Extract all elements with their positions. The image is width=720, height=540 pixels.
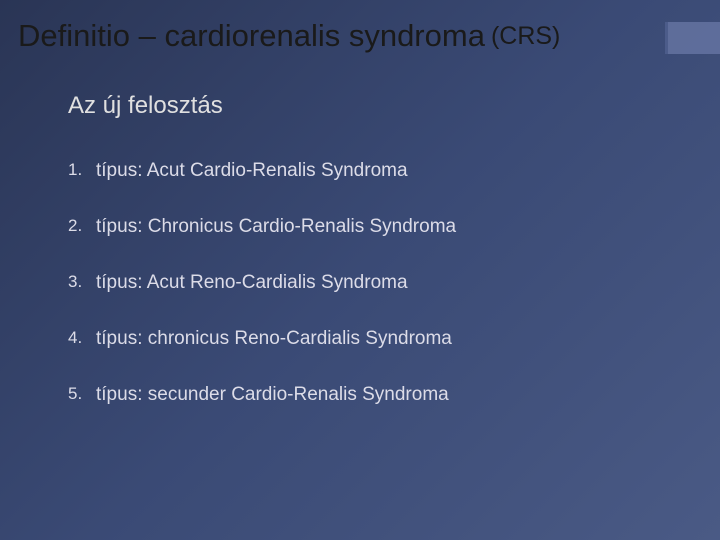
list-item: típus: secunder Cardio-Renalis Syndroma xyxy=(68,384,720,406)
content-area: Az új felosztás típus: Acut Cardio-Renal… xyxy=(0,54,720,406)
type-list: típus: Acut Cardio-Renalis Syndroma típu… xyxy=(68,160,720,406)
list-item: típus: chronicus Reno-Cardialis Syndroma xyxy=(68,328,720,350)
accent-bar xyxy=(665,22,720,54)
list-item: típus: Chronicus Cardio-Renalis Syndroma xyxy=(68,216,720,238)
list-item: típus: Acut Reno-Cardialis Syndroma xyxy=(68,272,720,294)
slide-subtitle: Az új felosztás xyxy=(68,92,720,120)
slide-title-main: Definitio – cardiorenalis syndroma xyxy=(18,18,485,54)
title-bar: Definitio – cardiorenalis syndroma (CRS) xyxy=(0,0,720,54)
list-item: típus: Acut Cardio-Renalis Syndroma xyxy=(68,160,720,182)
slide-title-sub: (CRS) xyxy=(491,22,560,51)
